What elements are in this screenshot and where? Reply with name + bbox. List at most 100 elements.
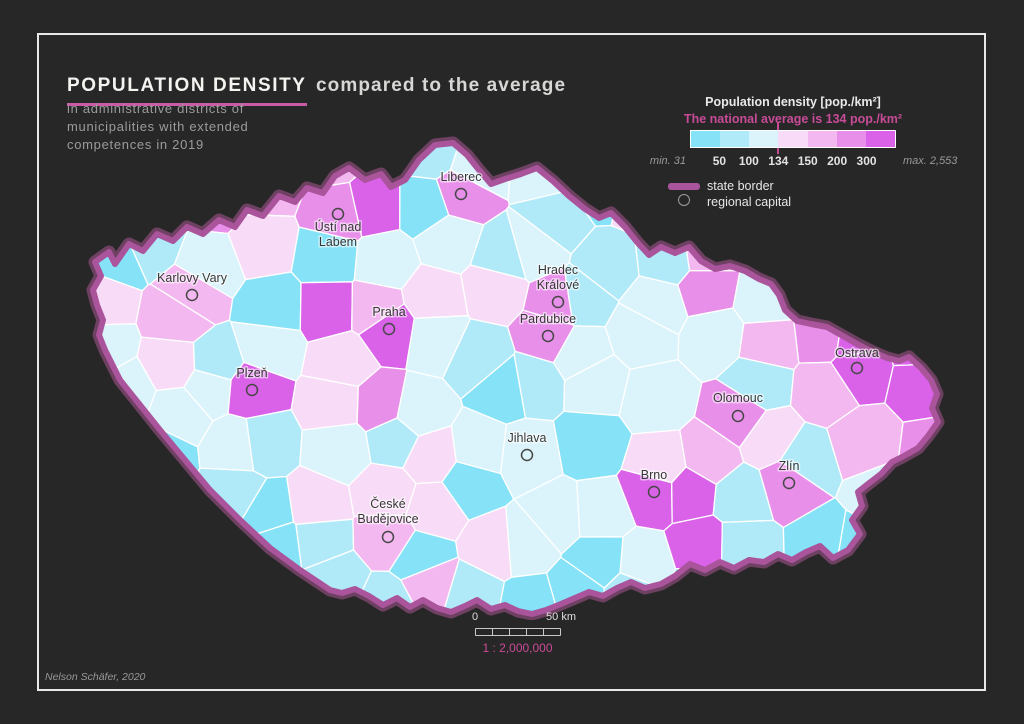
regional-capital-circle-jihlava [520,448,534,462]
regional-capital-circle-praha [382,322,396,336]
district-cell [93,568,146,614]
city-marker-ostrava: Ostrava [834,345,880,375]
regional-capital-circle-brno [647,485,661,499]
district-cell [815,184,887,250]
page-title-rest: compared to the average [309,74,567,96]
legend-colorbar [690,130,896,148]
legend-tick-200: 200 [827,154,848,168]
district-cell [883,525,938,574]
czech-republic-map: Karlovy Vary Ústí nad Labem Liberec Praha… [85,130,945,621]
legend-color-class-7 [865,131,895,147]
district-cell [794,574,863,614]
district-cell [663,514,724,570]
city-label-ostrava: Ostrava [835,346,879,360]
city-marker-jihlava: Jihlava [506,430,548,462]
legend-tick-134: 134 [768,154,789,168]
scalebar-zero-label: 0 [472,611,479,623]
legend-average-note: The national average is 134 pop./km² [683,112,903,126]
legend-color-class-3 [749,131,779,147]
regional-capital-circle-usti-nad-labem [331,207,345,221]
district-cell [898,218,938,271]
subtitle-line-3: competences in 2019 [67,137,204,152]
district-cell [545,143,625,166]
attribution: Nelson Schäfer, 2020 [45,671,146,683]
legend-tick-50: 50 [712,154,727,168]
legend-colorbar-wrap [690,122,896,154]
regional-capital-circle-zlin [782,476,796,490]
city-marker-liberec: Liberec [439,169,483,201]
district-cell [769,222,845,286]
legend-tick-300: 300 [856,154,877,168]
regional-capital-circle-liberec [454,187,468,201]
city-label-hradec-kralove: Hradec [538,263,578,277]
district-cell [93,178,127,255]
state-border-swatch [668,183,700,190]
district-cell [169,512,241,584]
city-marker-zlin: Zlín [777,458,801,490]
district-cell [837,262,901,327]
district-cell [243,143,303,183]
city-marker-brno: Brno [639,467,669,499]
legend-max-label: max. 2,553 [903,155,958,167]
district-cell [184,143,252,176]
city-label-olomouc: Olomouc [713,391,763,405]
district-cell [245,409,303,479]
city-label-usti-nad-labem: Ústí nad [315,219,362,234]
city-label-pardubice: Pardubice [520,312,576,326]
legend-color-class-6 [836,131,866,147]
subtitle-line-2: municipalities with extended [67,119,249,134]
regional-capital-circle-hradec-kralove [551,295,565,309]
district-cell [93,143,149,180]
scalebar: 0 50 km 1 : 2,000,000 [472,611,576,657]
city-label-karlovy-vary: Karlovy Vary [157,271,228,285]
district-cell [771,157,832,227]
regional-capital-label: regional capital [707,195,792,209]
subtitle-line-1: in administrative districts of [67,101,245,116]
district-cell [170,566,249,614]
legend-color-class-5 [807,131,837,147]
district-cell [889,567,938,614]
legend-min-label: min. 31 [649,155,686,167]
district-cell [714,174,777,220]
legend-color-class-2 [720,131,750,147]
legend-color-class-1 [691,131,721,147]
city-label-jihlava: Jihlava [508,431,547,445]
page-subtitle: in administrative districts of municipal… [67,100,248,154]
district-cell [882,163,938,226]
regional-capital-icon [678,194,690,206]
legend-tick-100: 100 [738,154,759,168]
legend-scale-labels: min. 31 50 100 134 150 200 300 max. 2,55… [650,154,958,170]
district-cell [93,451,150,515]
legend-title: Population density [pop./km²] [705,95,881,109]
district-cell [117,164,185,225]
regional-capital-circle-pardubice [541,329,555,343]
city-label-zlin: Zlín [779,459,800,473]
city-marker-karlovy-vary: Karlovy Vary [156,270,229,302]
district-cell [841,211,906,283]
page-title: POPULATION DENSITY compared to the avera… [67,75,566,106]
district-cell [123,553,196,614]
legend-tick-150: 150 [797,154,818,168]
district-cell [135,143,203,196]
district-cell [93,496,132,573]
page-title-highlight: POPULATION DENSITY [67,75,307,106]
district-cell [894,254,938,325]
city-label-ceske-budejovice: České [370,496,405,511]
district-cell [121,503,179,564]
district-cell [832,563,900,614]
district-cell [899,475,938,543]
city-label-liberec: Liberec [441,170,482,184]
legend-color-class-4 [778,131,808,147]
city-marker-praha: Praha [371,304,407,336]
city-marker-olomouc: Olomouc [711,390,765,423]
district-cell [659,160,721,226]
city-label-plzen: Plzeň [236,366,267,380]
regional-capital-circle-ceske-budejovice [381,530,395,544]
scalebar-distance-label: 50 km [546,611,576,623]
district-cell [615,143,672,171]
district-cell [93,393,138,481]
